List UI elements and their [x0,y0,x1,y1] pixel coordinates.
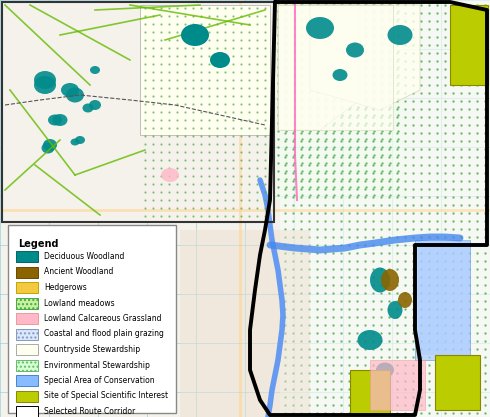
Bar [16,329,38,339]
Bar [16,297,38,309]
Ellipse shape [181,24,209,46]
Ellipse shape [75,136,85,144]
Ellipse shape [210,52,230,68]
Polygon shape [310,5,420,110]
Ellipse shape [388,301,402,319]
Bar [16,251,38,262]
Ellipse shape [350,382,370,398]
Ellipse shape [34,71,56,89]
Ellipse shape [43,139,57,151]
Ellipse shape [346,43,364,58]
Bar [16,266,38,277]
Bar [350,370,390,415]
Text: Environmental Stewardship: Environmental Stewardship [44,361,150,369]
Text: Lowland Calcareous Grassland: Lowland Calcareous Grassland [44,314,162,323]
Bar [2,2,274,222]
Ellipse shape [333,69,347,81]
Bar [415,240,470,360]
Ellipse shape [398,292,412,308]
Ellipse shape [358,330,383,350]
Bar [418,240,470,355]
Ellipse shape [34,76,56,94]
Bar [16,390,38,402]
Bar [140,5,270,135]
Ellipse shape [48,115,62,126]
Text: Coastal and flood plain grazing: Coastal and flood plain grazing [44,329,164,339]
Ellipse shape [370,267,390,292]
Text: Lowland meadows: Lowland meadows [44,299,115,307]
Bar [280,0,490,417]
Ellipse shape [90,66,100,74]
Ellipse shape [82,103,94,113]
Ellipse shape [376,362,394,377]
Bar [16,344,38,355]
Text: Special Area of Conservation: Special Area of Conservation [44,376,155,385]
Polygon shape [278,5,360,130]
Text: Legend: Legend [18,239,58,249]
Ellipse shape [381,269,399,291]
Text: Countryside Stewardship: Countryside Stewardship [44,345,140,354]
Text: Selected Route Corridor: Selected Route Corridor [44,407,135,416]
Bar [180,230,310,417]
Bar [16,375,38,386]
Bar [275,0,405,200]
Bar [2,2,274,222]
Text: Hedgerows: Hedgerows [44,283,87,292]
Ellipse shape [388,25,413,45]
Text: Ancient Woodland: Ancient Woodland [44,267,113,276]
Bar [16,313,38,324]
Ellipse shape [161,168,179,182]
Text: Deciduous Woodland: Deciduous Woodland [44,252,124,261]
Bar [16,406,38,417]
Ellipse shape [66,88,84,103]
Bar [16,282,38,293]
Text: Site of Special Scientific Interest: Site of Special Scientific Interest [44,392,168,400]
Ellipse shape [306,17,334,39]
Bar [370,360,425,410]
Ellipse shape [52,114,68,126]
Ellipse shape [89,100,101,110]
Bar [435,355,480,410]
Bar [450,5,488,85]
Bar [8,225,176,413]
Bar [278,5,393,130]
Ellipse shape [42,143,54,153]
Ellipse shape [61,83,79,97]
Ellipse shape [71,138,79,146]
Bar [16,359,38,370]
